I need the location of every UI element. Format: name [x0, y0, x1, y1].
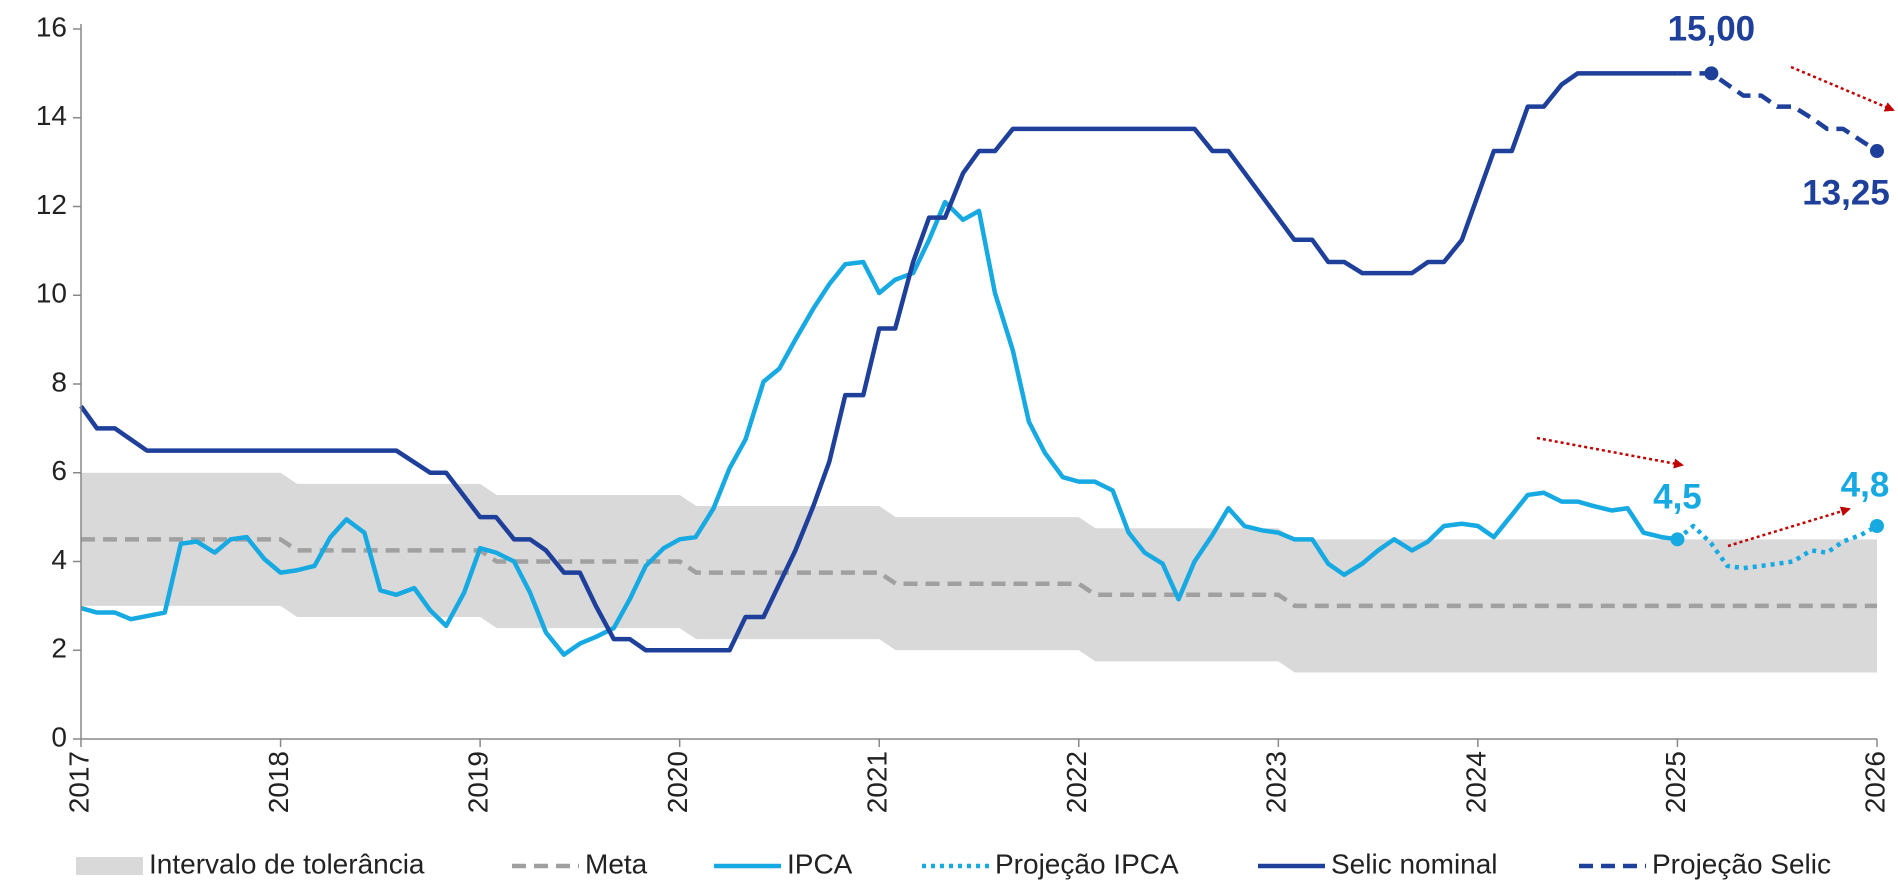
- legend-label: Intervalo de tolerância: [149, 848, 425, 879]
- y-tick-label: 12: [36, 189, 67, 220]
- y-tick-label: 16: [36, 11, 67, 42]
- point-marker: [1704, 66, 1719, 81]
- point-label: 4,8: [1841, 465, 1890, 504]
- series-line: [79, 71, 1678, 653]
- x-tick-label: 2019: [463, 751, 494, 813]
- legend-item: IPCA: [714, 848, 853, 879]
- arrow: [1536, 436, 1684, 469]
- x-tick-label: 2026: [1859, 751, 1890, 813]
- point-label: 4,5: [1653, 478, 1702, 517]
- legend-label: Selic nominal: [1331, 848, 1498, 879]
- point-marker: [1670, 532, 1685, 547]
- y-tick-label: 6: [51, 455, 67, 486]
- legend-label: IPCA: [787, 848, 853, 879]
- y-tick-label: 4: [51, 544, 67, 575]
- x-tick-label: 2024: [1460, 751, 1491, 813]
- x-tick-label: 2022: [1061, 751, 1092, 813]
- series-line: [80, 199, 1678, 657]
- x-tick-label: 2025: [1660, 751, 1691, 813]
- legend-label: Projeção IPCA: [995, 848, 1179, 879]
- series-line: [1677, 71, 1879, 153]
- legend-item: Projeção Selic: [1579, 848, 1831, 879]
- legend-item: Selic nominal: [1258, 848, 1498, 879]
- point-marker: [1870, 519, 1884, 533]
- plot-area: [79, 71, 1879, 673]
- legend-label: Meta: [585, 848, 648, 879]
- y-tick-label: 0: [51, 721, 67, 752]
- legend-item: Projeção IPCA: [922, 848, 1179, 879]
- legend-item: Meta: [512, 848, 648, 879]
- y-tick-label: 8: [51, 366, 67, 397]
- series-line: [81, 537, 1877, 609]
- y-tick-label: 14: [36, 100, 67, 131]
- point-label: 15,00: [1668, 10, 1756, 49]
- y-tick-label: 10: [36, 278, 67, 309]
- legend-item: Intervalo de tolerância: [76, 848, 425, 879]
- tolerance-band: [81, 472, 1877, 673]
- legend-swatch: [76, 857, 143, 875]
- x-tick-label: 2018: [263, 751, 294, 813]
- x-tick-label: 2021: [862, 751, 893, 813]
- x-tick-label: 2020: [662, 751, 693, 813]
- point-marker: [1870, 144, 1884, 159]
- x-tick-label: 2023: [1261, 751, 1292, 813]
- point-label: 13,25: [1802, 173, 1890, 212]
- legend-label: Projeção Selic: [1652, 848, 1831, 879]
- trend-arrows: [1536, 65, 1895, 548]
- x-tick-label: 2017: [63, 751, 94, 813]
- series-line: [1675, 523, 1879, 571]
- y-tick-label: 2: [51, 633, 67, 664]
- arrow: [1790, 65, 1895, 112]
